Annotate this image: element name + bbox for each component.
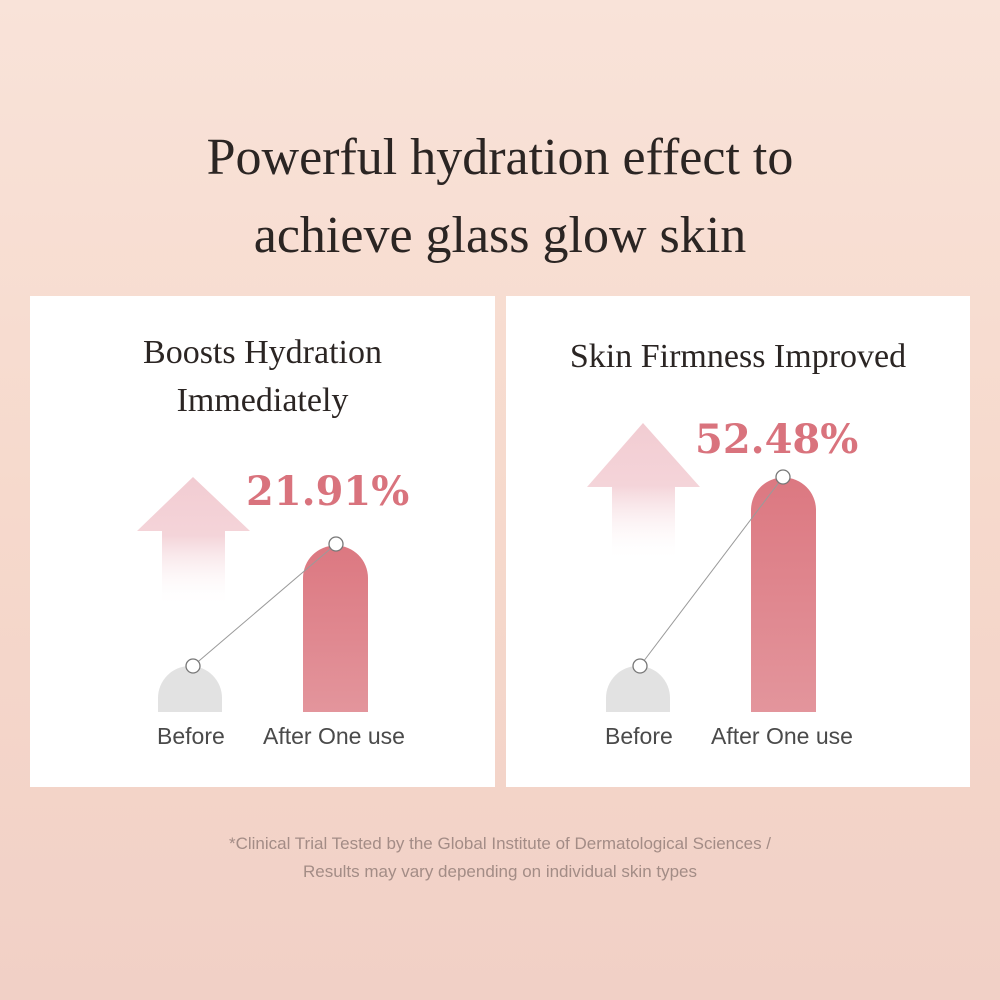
page-title: Powerful hydration effect to achieve gla… [0, 119, 1000, 275]
x-label-after: After One use [263, 723, 405, 749]
footnote-line1: *Clinical Trial Tested by the Global Ins… [228, 834, 772, 853]
firmness-increase-label: 52.48% [695, 416, 859, 463]
hydration-title: Boosts Hydration Immediately [30, 329, 495, 425]
x-label-before: Before [605, 723, 673, 749]
hydration-increase-label: 21.91% [246, 468, 410, 515]
hydration-title-line2: Immediately [176, 382, 349, 419]
firmness-title: Skin Firmness Improved [569, 338, 907, 375]
hydration-title-line1: Boosts Hydration [143, 334, 382, 371]
page-title-line2: achieve glass glow skin [253, 207, 747, 264]
footnote: *Clinical Trial Tested by the Global Ins… [0, 830, 1000, 886]
page-title-line1: Powerful hydration effect to [206, 129, 794, 186]
footnote-line2: Results may vary depending on individual… [302, 862, 698, 881]
hydration-panel: Boosts Hydration Immediately 21.91% Befo… [30, 296, 495, 787]
x-label-before: Before [157, 723, 225, 749]
firmness-panel: Skin Firmness Improved 52.48% Before Aft… [506, 296, 970, 787]
x-label-after: After One use [711, 723, 853, 749]
